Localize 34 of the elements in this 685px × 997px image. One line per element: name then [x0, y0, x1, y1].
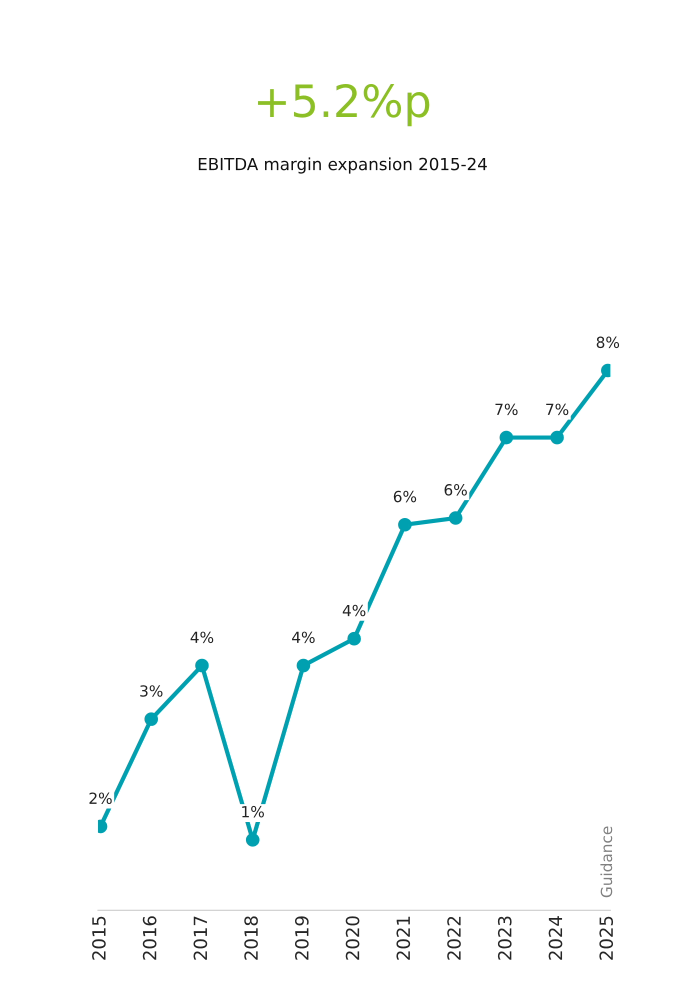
- data-label: 1%: [242, 806, 264, 818]
- x-tick-label: 2016: [142, 916, 156, 960]
- x-tick-label: 2017: [194, 916, 208, 960]
- x-tick-label: 2023: [498, 916, 512, 960]
- x-tick-label: 2019: [294, 916, 309, 960]
- data-label: 3%: [140, 685, 162, 697]
- data-label: 4%: [342, 604, 366, 616]
- chart-title: +5.2%p: [258, 84, 430, 126]
- point: [144, 712, 158, 726]
- data-label: 6%: [444, 484, 467, 496]
- point: [195, 658, 209, 672]
- chart-subtitle: EBITDA margin expansion 2015-24: [198, 157, 487, 174]
- point: [550, 430, 564, 444]
- data-label: 2%: [89, 792, 112, 804]
- annotation: Guidance: [600, 826, 612, 898]
- x-tick-label: 2018: [244, 916, 258, 960]
- point: [448, 511, 462, 525]
- data-label: 8%: [596, 336, 620, 348]
- x-tick-label: 2022: [447, 916, 461, 960]
- x-tick-label: 2020: [346, 916, 360, 960]
- point: [296, 658, 310, 672]
- point: [500, 430, 514, 444]
- point: [246, 833, 260, 847]
- data-label: 4%: [190, 632, 214, 644]
- point: [398, 518, 412, 532]
- x-tick-label: 2024: [548, 916, 562, 960]
- x-tick-label: 2025: [599, 916, 614, 960]
- data-label: 7%: [546, 404, 568, 416]
- data-label: 7%: [495, 404, 518, 416]
- data-label: 6%: [394, 490, 416, 502]
- data-label: 4%: [292, 632, 315, 644]
- x-tick-label: 2021: [396, 916, 410, 960]
- x-tick-label: 2015: [92, 916, 106, 960]
- point: [347, 632, 361, 646]
